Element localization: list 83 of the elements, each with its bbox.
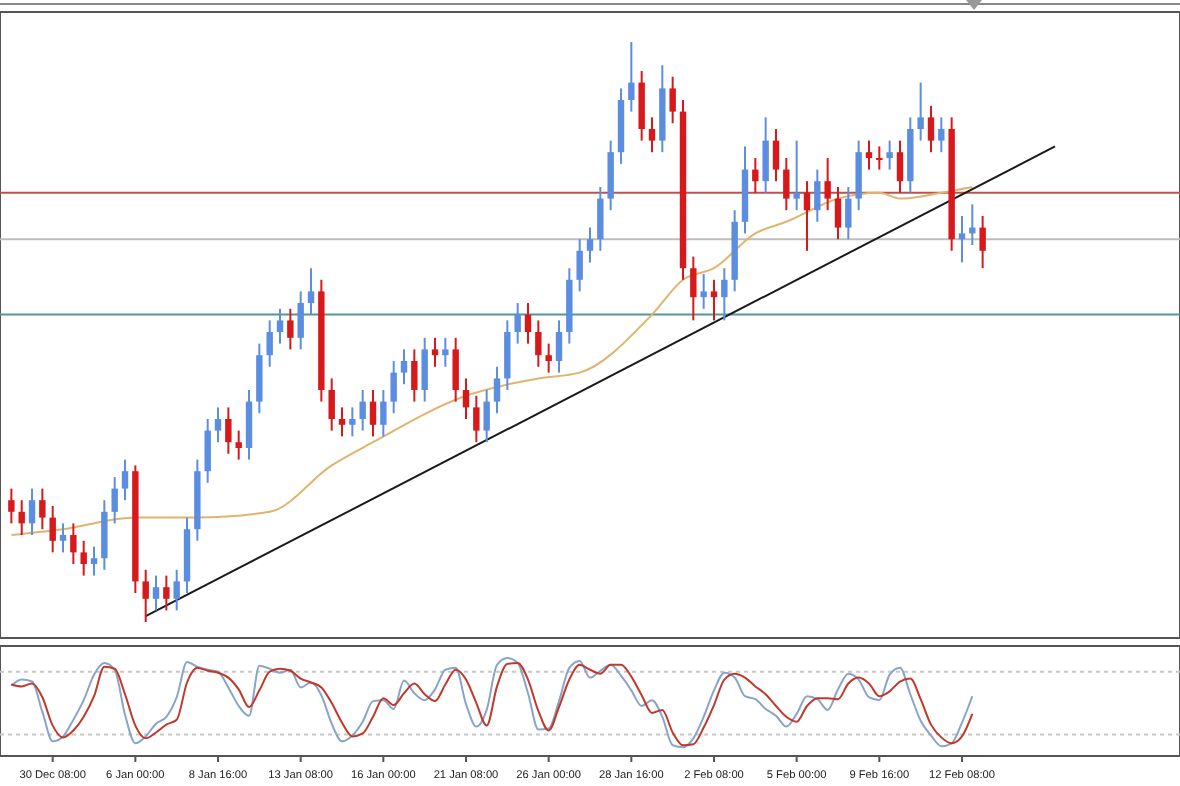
candlestick bbox=[648, 116, 656, 154]
candlestick bbox=[979, 215, 986, 270]
candlestick bbox=[225, 406, 232, 455]
candlestick bbox=[173, 568, 180, 612]
candlestick bbox=[121, 458, 129, 502]
candlestick bbox=[152, 574, 160, 612]
candlestick bbox=[917, 81, 924, 142]
candlestick bbox=[638, 70, 645, 142]
candlestick bbox=[483, 389, 490, 444]
candlestick bbox=[70, 522, 77, 565]
candlestick bbox=[576, 238, 583, 293]
candlestick bbox=[721, 267, 728, 322]
candlestick bbox=[762, 116, 769, 194]
candlestick bbox=[504, 319, 511, 391]
candlestick bbox=[545, 342, 552, 374]
candlestick bbox=[111, 476, 118, 525]
candlestick bbox=[400, 348, 408, 386]
candlestick bbox=[276, 307, 284, 345]
candlestick bbox=[90, 545, 98, 577]
candlestick bbox=[514, 302, 521, 345]
candlestick bbox=[338, 406, 346, 438]
candlestick bbox=[772, 128, 780, 183]
candlestick bbox=[59, 522, 67, 554]
candlestick bbox=[411, 348, 418, 403]
candlestick bbox=[710, 278, 718, 322]
candlestick bbox=[814, 168, 821, 223]
candlestick bbox=[8, 487, 15, 525]
candlestick bbox=[958, 215, 966, 264]
candlestick bbox=[287, 307, 294, 351]
candlestick bbox=[163, 574, 170, 612]
candlestick bbox=[307, 267, 315, 316]
candlestick bbox=[938, 116, 945, 154]
candlestick bbox=[28, 487, 36, 536]
candlestick bbox=[214, 406, 222, 444]
candlestick bbox=[80, 539, 87, 577]
candlestick bbox=[896, 139, 904, 194]
candlestick bbox=[101, 499, 108, 571]
candlestick bbox=[597, 186, 604, 252]
candlestick bbox=[390, 360, 397, 415]
candlestick bbox=[586, 226, 594, 264]
candlestick bbox=[886, 139, 893, 171]
candlestick bbox=[752, 157, 759, 194]
candlestick bbox=[524, 302, 532, 345]
candlestick bbox=[793, 139, 800, 212]
candlestick bbox=[803, 180, 811, 252]
candlestick bbox=[369, 389, 377, 438]
candlestick bbox=[845, 186, 852, 241]
candlestick bbox=[824, 157, 831, 212]
candlestick bbox=[18, 499, 25, 536]
candlestick bbox=[431, 336, 439, 368]
candlestick bbox=[49, 505, 56, 554]
candlestick bbox=[834, 186, 842, 241]
candlestick bbox=[359, 389, 366, 432]
candlestick bbox=[690, 255, 697, 322]
candlestick bbox=[473, 394, 480, 444]
candlestick bbox=[380, 389, 387, 438]
candlestick bbox=[349, 406, 356, 438]
candlestick bbox=[669, 75, 676, 125]
candlestick bbox=[493, 365, 501, 415]
candlestick bbox=[245, 389, 253, 461]
candlestick bbox=[969, 203, 976, 246]
candlestick bbox=[452, 336, 459, 403]
candlestick bbox=[607, 139, 614, 212]
candlestick bbox=[421, 336, 428, 403]
candlestick bbox=[328, 377, 335, 432]
candlestick bbox=[266, 319, 273, 368]
candlestick bbox=[855, 139, 862, 212]
candlestick bbox=[700, 273, 707, 310]
candlestick bbox=[876, 145, 883, 171]
candlestick bbox=[535, 319, 542, 368]
candlestick bbox=[39, 487, 46, 531]
candlestick bbox=[297, 290, 304, 351]
candlestick bbox=[927, 104, 935, 154]
candlestick bbox=[783, 157, 790, 212]
candlestick bbox=[555, 319, 563, 374]
candlestick bbox=[462, 377, 470, 420]
candlestick bbox=[442, 336, 449, 368]
candlestick bbox=[142, 568, 149, 623]
candlestick bbox=[204, 418, 211, 484]
candlestick bbox=[628, 41, 635, 113]
candlestick bbox=[865, 139, 873, 171]
candlestick bbox=[256, 342, 263, 415]
candlestick bbox=[235, 429, 242, 461]
